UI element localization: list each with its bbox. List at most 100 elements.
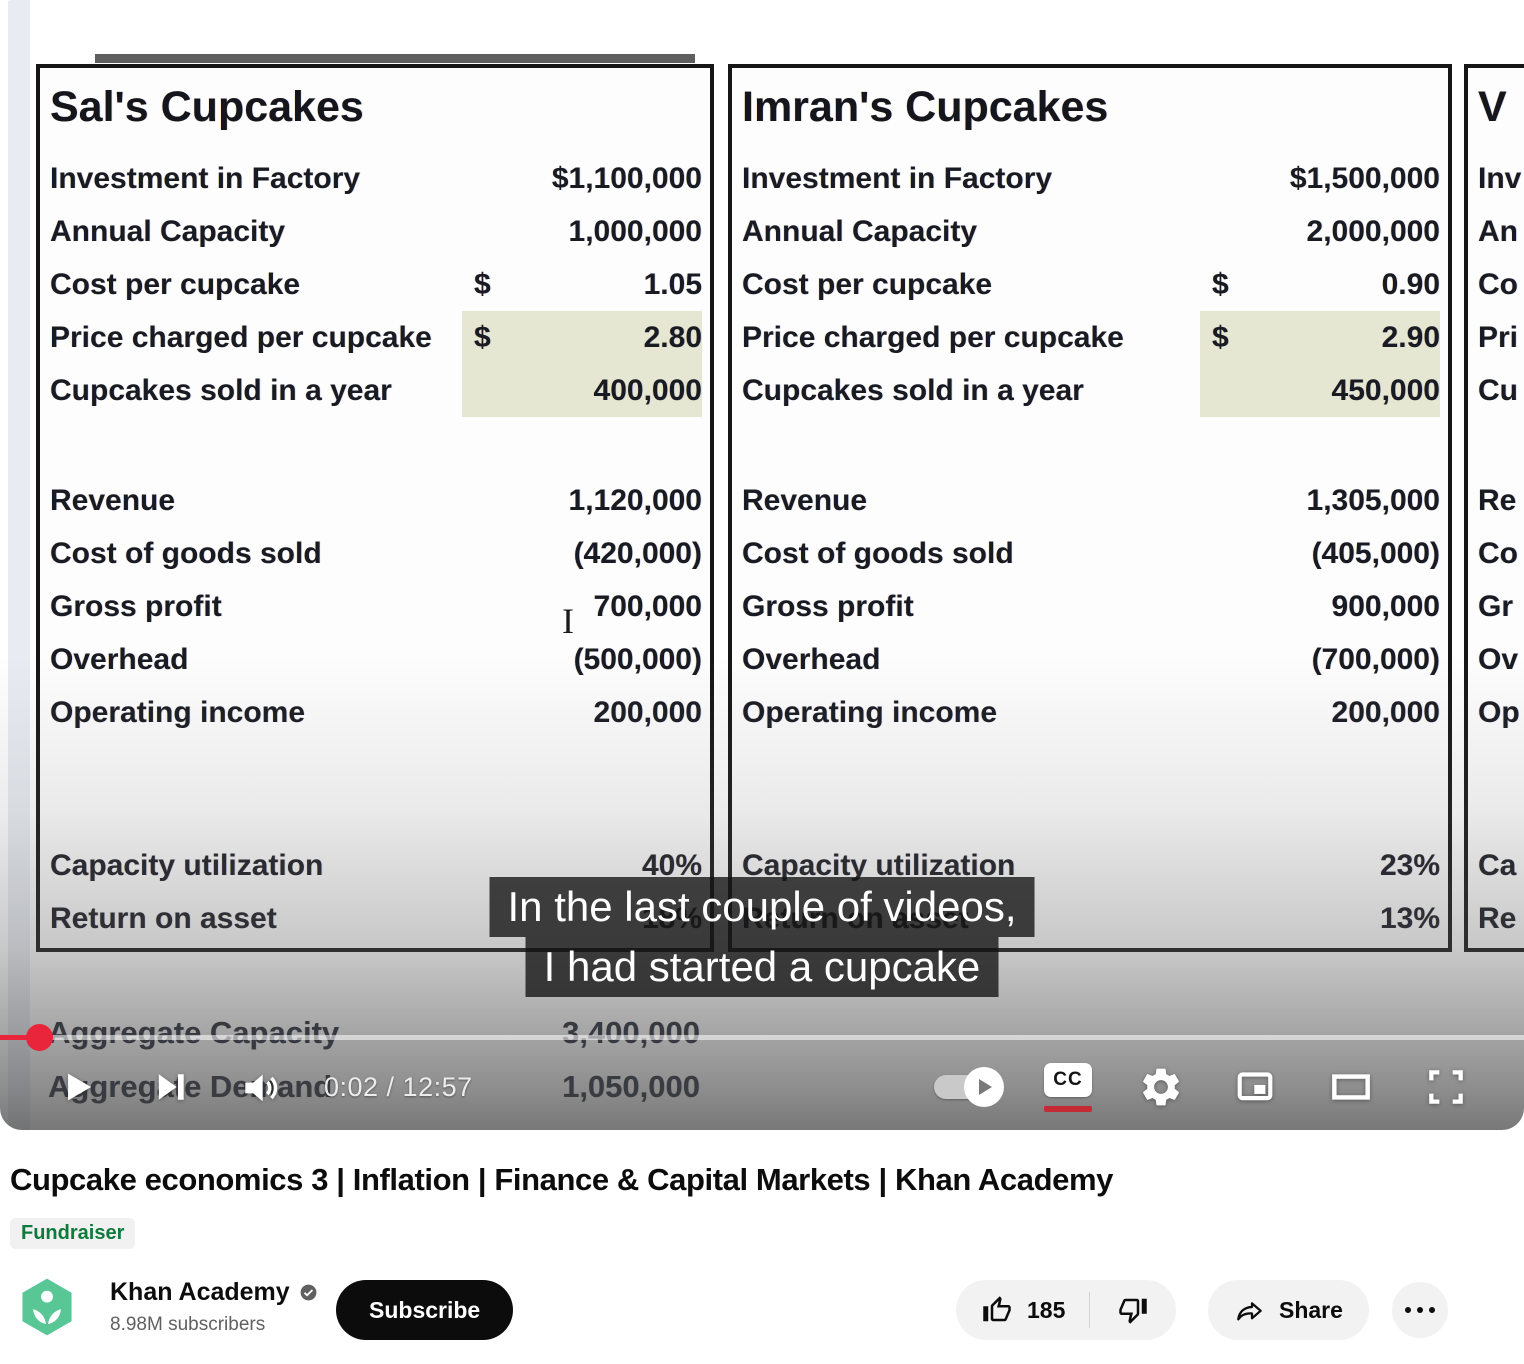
cc-active-underline — [1044, 1105, 1092, 1112]
progress-scrubber-dot[interactable] — [26, 1024, 53, 1051]
sheet-row-label: Overhead — [50, 642, 189, 676]
fundraiser-badge: Fundraiser — [10, 1218, 136, 1249]
sheet-row-value: 1,305,000 — [1306, 483, 1440, 517]
sheet-row-value: $2.80 — [462, 311, 702, 364]
share-icon — [1237, 1302, 1262, 1321]
share-label: Share — [1279, 1296, 1343, 1323]
company-header: Sal's Cupcakes — [50, 83, 364, 131]
sheet-row: Overhead (500,000) — [40, 633, 710, 686]
caption-line: In the last couple of videos, — [489, 877, 1035, 937]
sheet-row-label: Cost of goods sold — [742, 536, 1014, 570]
sheet-row-label: Gr — [1478, 589, 1514, 623]
sheet-row: Operating income 200,000 — [40, 686, 710, 739]
captions-button[interactable]: CC — [1044, 1062, 1092, 1112]
sheet-row-label: Annual Capacity — [50, 214, 286, 248]
miniplayer-button[interactable] — [1230, 1062, 1280, 1112]
sheet-row: Cost of goods sold (405,000) — [732, 527, 1448, 580]
sheet-row-value: 2,000,000 — [1306, 214, 1440, 248]
sheet-row-value: 450,000 — [1200, 364, 1440, 417]
sheet-row-label: Price charged per cupcake — [742, 320, 1124, 354]
settings-button[interactable] — [1138, 1064, 1184, 1110]
sheet-row: Co — [1468, 527, 1524, 580]
next-button[interactable] — [146, 1064, 192, 1110]
like-button[interactable]: 185 — [956, 1280, 1089, 1340]
sheet-row: Re — [1468, 474, 1524, 527]
company-header: V — [1478, 83, 1507, 131]
progress-bar-track[interactable] — [0, 1035, 1524, 1040]
sheet-row-label: Price charged per cupcake — [50, 320, 432, 354]
aggregate-value: 1,050,000 — [562, 1069, 700, 1104]
sheet-row: Annual Capacity 2,000,000 — [732, 205, 1448, 258]
sheet-row: Price charged per cupcake $2.90 — [732, 311, 1448, 364]
sheet-row-label: Investment in Factory — [742, 161, 1053, 195]
sheet-row-label: Op — [1478, 695, 1520, 729]
subscriber-count: 8.98M subscribers — [110, 1314, 266, 1335]
sheet-row-value: $1.05 — [474, 267, 702, 301]
channel-name: Khan Academy — [110, 1278, 290, 1306]
sheet-row-label: Cost per cupcake — [742, 267, 993, 301]
subscribe-button[interactable]: Subscribe — [336, 1280, 514, 1340]
sheet-row: Gross profit 900,000 — [732, 580, 1448, 633]
sheet-row-label: Inv — [1478, 161, 1522, 195]
sheet-row-value: (700,000) — [1311, 642, 1440, 676]
cc-icon: CC — [1044, 1062, 1092, 1097]
sheet-row-label: Cost per cupcake — [50, 267, 301, 301]
verified-icon — [300, 1284, 317, 1301]
fullscreen-button[interactable] — [1422, 1063, 1470, 1111]
sheet-row-value: 1,120,000 — [568, 483, 702, 517]
more-actions-button[interactable] — [1392, 1282, 1448, 1338]
video-player[interactable]: Sal's Cupcakes Investment in Factory $1,10… — [0, 0, 1524, 1130]
sheet-row-label: Operating income — [50, 695, 306, 729]
like-dislike-bar: 185 — [956, 1280, 1177, 1340]
autoplay-toggle[interactable] — [934, 1067, 1004, 1107]
sheet-row: Price charged per cupcake $2.80 — [40, 311, 710, 364]
sheet-row: Co — [1468, 258, 1524, 311]
sheet-row-label: Cupcakes sold in a year — [50, 373, 392, 407]
sheet-row-value: (420,000) — [573, 536, 702, 570]
sheet-row-label: Pri — [1478, 320, 1519, 354]
play-button[interactable] — [54, 1064, 100, 1110]
dislike-button[interactable] — [1090, 1280, 1176, 1340]
sheet-row-label: Co — [1478, 267, 1518, 301]
sheet-row: Cost per cupcake $1.05 — [40, 258, 710, 311]
sheet-row-label: Investment in Factory — [50, 161, 361, 195]
pill-divider — [1089, 1292, 1091, 1328]
sheet-row: Cost per cupcake $0.90 — [732, 258, 1448, 311]
sheet-row-value: 23% — [1379, 848, 1440, 882]
sheet-row: Overhead (700,000) — [732, 633, 1448, 686]
sheet-row-label: An — [1478, 214, 1518, 248]
sheet-row: Investment in Factory $1,100,000 — [40, 152, 710, 205]
aggregate-value: 3,400,000 — [562, 1015, 700, 1050]
sheet-row: Revenue 1,305,000 — [732, 474, 1448, 527]
sheet-row-label: Gross profit — [50, 589, 222, 623]
share-button[interactable]: Share — [1208, 1280, 1369, 1340]
channel-avatar[interactable] — [16, 1276, 78, 1338]
sheet-row-label: Re — [1478, 483, 1517, 517]
sheet-row: Cupcakes sold in a year 450,000 — [732, 364, 1448, 417]
theater-mode-button[interactable] — [1326, 1062, 1376, 1112]
sheet-row-label: Overhead — [742, 642, 881, 676]
sheet-row-value: 900,000 — [1331, 589, 1440, 623]
sheet-row-label: Cost of goods sold — [50, 536, 322, 570]
sheet-row: Operating income 200,000 — [732, 686, 1448, 739]
channel-name-row[interactable]: Khan Academy — [110, 1278, 318, 1307]
sheet-row-label: Ca — [1478, 848, 1517, 882]
ellipsis-icon — [1405, 1307, 1411, 1313]
sheet-row-value: $1,100,000 — [551, 161, 702, 195]
sheet-row-value: 1,000,000 — [568, 214, 702, 248]
sheet-row: Re — [1468, 892, 1524, 945]
caption-overlay: In the last couple of videos, I had star… — [489, 877, 1035, 997]
sheet-row-label: Capacity utilization — [50, 848, 324, 882]
sheet-row: Cost of goods sold (420,000) — [40, 527, 710, 580]
volume-icon[interactable] — [236, 1064, 284, 1112]
spreadsheet-row-header-strip — [8, 0, 30, 1130]
sheet-row-label: Ov — [1478, 642, 1519, 676]
sheet-row-value: 200,000 — [593, 695, 702, 729]
sheet-row: Ca — [1468, 839, 1524, 892]
sheet-row: Annual Capacity 1,000,000 — [40, 205, 710, 258]
sheet-row-value: (500,000) — [573, 642, 702, 676]
sheet-row-value: 700,000 — [593, 589, 702, 623]
video-title: Cupcake economics 3 | Inflation | Financ… — [10, 1162, 1113, 1197]
sheet-row: Investment in Factory $1,500,000 — [732, 152, 1448, 205]
sheet-row-label: Co — [1478, 536, 1518, 570]
